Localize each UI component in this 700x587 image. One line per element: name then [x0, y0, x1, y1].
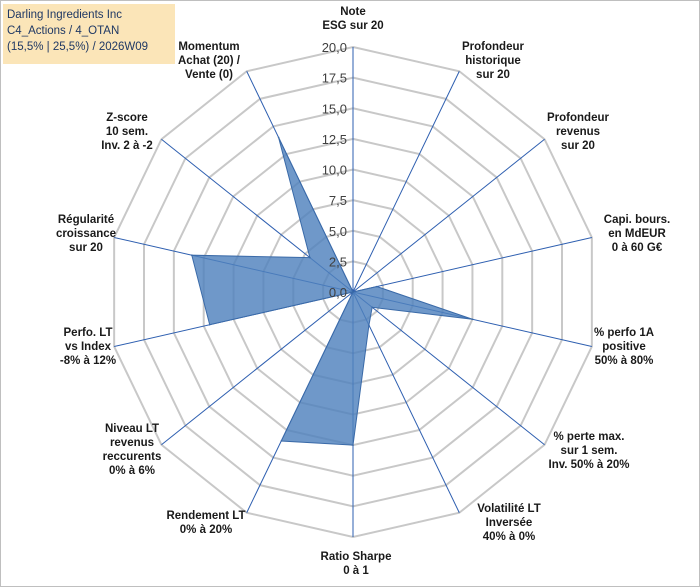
title-line-3: (15,5% | 25,5%) / 2026W09 [7, 41, 149, 53]
data-point-6 [368, 324, 370, 326]
tick-label-3: 7,5 [329, 193, 347, 208]
tick-label-1: 2,5 [329, 254, 347, 269]
axis-label-4: % perfo 1A positive 50% à 80% [594, 327, 654, 367]
axis-spoke-9 [161, 291, 354, 446]
axis-label-7: Ratio Sharpe 0 à 1 [321, 551, 392, 577]
data-point-9 [352, 291, 354, 293]
axis-label-1: Profondeur historique sur 20 [462, 41, 524, 81]
axis-label-2: Profondeur revenus sur 20 [547, 112, 609, 152]
data-point-12 [309, 256, 311, 259]
data-point-4 [471, 318, 474, 321]
tick-label-4: 10,0 [322, 163, 347, 178]
axis-spoke-6 [352, 291, 460, 513]
title-line-1: Darling Ingredients Inc [7, 9, 123, 21]
axis-label-3: Capi. bours. en MdEUR 0 à 60 G€ [604, 214, 670, 254]
axis-label-0: Note ESG sur 20 [322, 6, 383, 32]
axis-spoke-2 [352, 138, 545, 293]
axis-label-11: Régularité croissance sur 20 [56, 214, 116, 254]
axis-spoke-5 [352, 291, 545, 446]
tick-label-5: 12,5 [322, 132, 347, 147]
axis-label-12: Z-score 10 sem. Inv. 2 à -2 [101, 112, 153, 152]
axis-label-8: Rendement LT 0% à 20% [166, 510, 245, 536]
axis-spoke-3 [352, 236, 592, 293]
data-point-11 [190, 254, 193, 257]
axis-spoke-1 [352, 71, 460, 293]
tick-label-8: 20,0 [322, 40, 347, 55]
data-point-5 [371, 306, 373, 309]
data-point-10 [208, 323, 211, 326]
tick-label-7: 17,5 [322, 71, 347, 86]
data-point-3 [376, 285, 378, 288]
data-point-7 [352, 444, 354, 446]
title-line-2: C4_Actions / 4_OTAN [7, 25, 120, 37]
axis-label-6: Volatilité LT Inversée 40% à 0% [477, 503, 540, 543]
axis-label-5: % perte max. sur 1 sem. Inv. 50% à 20% [549, 431, 630, 471]
data-point-13 [277, 136, 280, 139]
tick-label-6: 15,0 [322, 101, 347, 116]
axis-label-10: Perfo. LT vs Index -8% à 12% [60, 327, 116, 367]
axis-label-9: Niveau LT revenus reccurents 0% à 6% [103, 423, 162, 477]
chart-title-box: Darling Ingredients Inc C4_Actions / 4_O… [3, 4, 175, 64]
axis-label-13: Momentum Achat (20) / Vente (0) [178, 41, 241, 81]
data-point-8 [280, 440, 283, 442]
tick-label-0: 0,0 [329, 285, 347, 300]
tick-label-2: 5,0 [329, 224, 347, 239]
